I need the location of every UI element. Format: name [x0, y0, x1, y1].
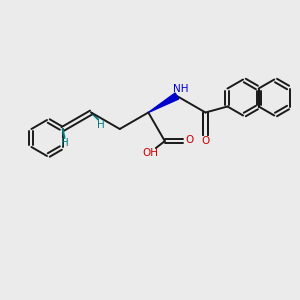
Text: H: H	[97, 119, 105, 130]
Text: O: O	[186, 135, 194, 145]
Text: OH: OH	[143, 148, 159, 158]
Text: H: H	[61, 138, 68, 148]
Text: NH: NH	[173, 84, 189, 94]
Text: O: O	[201, 136, 210, 146]
Polygon shape	[148, 93, 179, 112]
